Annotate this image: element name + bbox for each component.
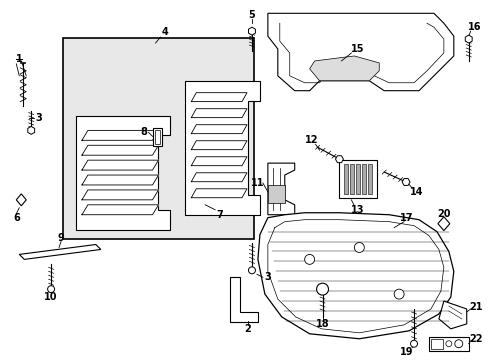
Text: 11: 11 <box>251 178 264 188</box>
Bar <box>154 130 160 144</box>
Bar <box>267 185 284 203</box>
Polygon shape <box>16 194 26 206</box>
Polygon shape <box>82 160 158 170</box>
Text: 3: 3 <box>36 113 42 123</box>
Polygon shape <box>191 109 246 118</box>
Circle shape <box>354 243 364 252</box>
Bar <box>63 38 253 239</box>
Circle shape <box>454 340 462 348</box>
Text: 5: 5 <box>248 10 255 20</box>
Polygon shape <box>191 141 246 150</box>
Text: 17: 17 <box>400 213 413 223</box>
Text: 4: 4 <box>162 27 168 37</box>
Polygon shape <box>28 126 35 134</box>
Text: 12: 12 <box>304 135 318 145</box>
Text: 22: 22 <box>468 334 482 344</box>
Bar <box>344 164 347 194</box>
Text: 6: 6 <box>13 213 20 223</box>
Text: 16: 16 <box>467 22 481 32</box>
Bar <box>362 164 366 194</box>
Polygon shape <box>335 156 343 163</box>
Polygon shape <box>309 56 379 81</box>
Text: 20: 20 <box>436 209 449 219</box>
Polygon shape <box>82 205 158 215</box>
Text: 19: 19 <box>400 347 413 357</box>
Text: 7: 7 <box>216 210 223 220</box>
Polygon shape <box>185 81 260 215</box>
Polygon shape <box>76 116 170 230</box>
Polygon shape <box>191 189 246 198</box>
Polygon shape <box>438 301 466 329</box>
Bar <box>367 164 371 194</box>
Text: 3: 3 <box>264 272 271 282</box>
Polygon shape <box>464 35 471 43</box>
Polygon shape <box>267 163 294 215</box>
Text: 15: 15 <box>350 44 364 54</box>
Bar <box>339 160 376 198</box>
Polygon shape <box>82 130 158 140</box>
Circle shape <box>304 255 314 264</box>
Polygon shape <box>82 190 158 200</box>
Circle shape <box>393 289 403 299</box>
Bar <box>356 164 360 194</box>
Polygon shape <box>191 173 246 182</box>
Polygon shape <box>248 27 255 35</box>
Text: 14: 14 <box>409 187 423 197</box>
Polygon shape <box>191 157 246 166</box>
Polygon shape <box>230 277 257 322</box>
Text: 1: 1 <box>16 54 22 64</box>
Bar <box>428 337 468 351</box>
Polygon shape <box>191 125 246 134</box>
Circle shape <box>316 283 328 295</box>
Text: 2: 2 <box>244 324 251 334</box>
Text: 18: 18 <box>315 319 329 329</box>
Polygon shape <box>19 244 101 260</box>
Text: 13: 13 <box>350 205 364 215</box>
Polygon shape <box>401 179 409 185</box>
Circle shape <box>248 267 255 274</box>
Circle shape <box>47 286 55 293</box>
Polygon shape <box>191 93 246 102</box>
Text: 9: 9 <box>58 233 64 243</box>
Polygon shape <box>267 13 453 91</box>
Text: 10: 10 <box>44 292 58 302</box>
Polygon shape <box>82 175 158 185</box>
Circle shape <box>445 341 451 347</box>
Text: 8: 8 <box>140 127 147 138</box>
Bar <box>350 164 354 194</box>
Circle shape <box>410 340 417 347</box>
Text: 21: 21 <box>468 302 482 312</box>
Bar <box>152 129 162 146</box>
Polygon shape <box>82 145 158 155</box>
Polygon shape <box>257 213 453 339</box>
Bar <box>430 339 442 349</box>
Polygon shape <box>437 217 449 231</box>
